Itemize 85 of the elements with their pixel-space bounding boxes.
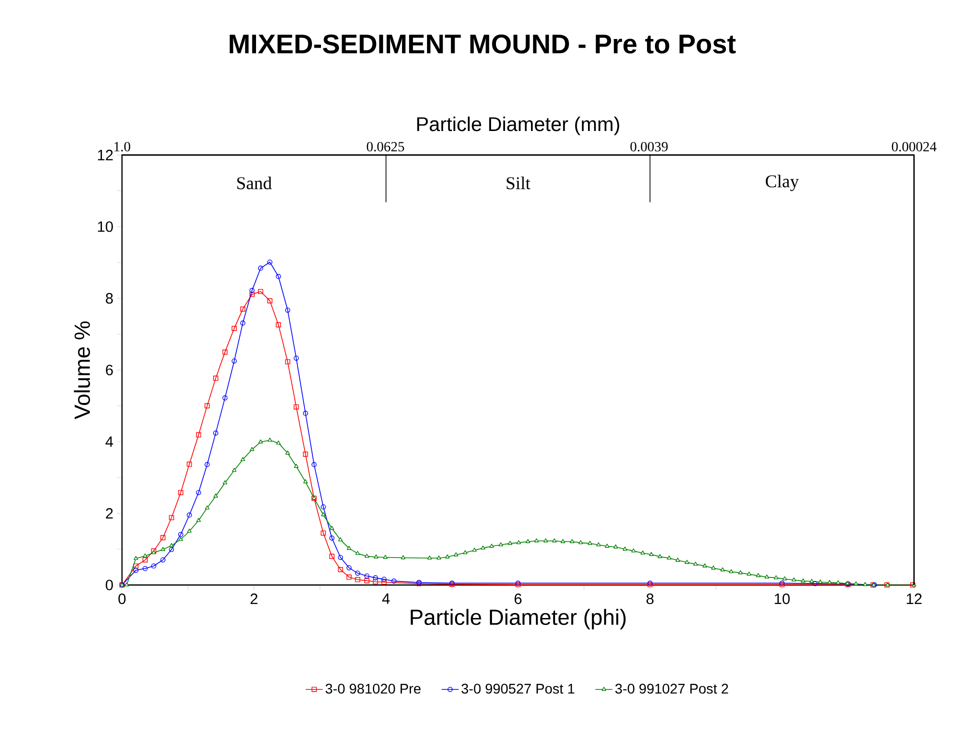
y-axis-title: Volume % — [74, 321, 90, 420]
x2-tick-label: 0.00024 — [892, 142, 936, 152]
point — [381, 580, 387, 585]
point — [329, 535, 334, 541]
point — [258, 288, 264, 294]
y-tick-label: 10 — [98, 221, 113, 232]
point — [355, 570, 360, 576]
point — [285, 308, 290, 313]
point — [133, 568, 138, 573]
point — [285, 359, 290, 364]
point — [391, 578, 396, 584]
point — [204, 403, 210, 408]
point — [160, 535, 166, 540]
point — [142, 566, 148, 572]
x2-tick-label: 0.0039 — [630, 142, 668, 152]
point — [151, 563, 156, 569]
point — [240, 306, 246, 312]
point — [186, 512, 192, 518]
y-tick-label: 12 — [98, 150, 113, 160]
chart-title: MIXED-SEDIMENT MOUND - Pre to Post — [230, 34, 736, 54]
point — [364, 578, 370, 584]
point — [276, 274, 281, 280]
x-axis-title: Particle Diameter (phi) — [410, 608, 626, 630]
point — [160, 557, 166, 562]
point — [196, 490, 202, 496]
point — [320, 530, 326, 536]
point — [232, 326, 237, 331]
point — [355, 577, 360, 582]
point — [372, 575, 378, 580]
annotation: Silt — [506, 176, 530, 190]
point — [240, 320, 246, 326]
x-tick-label: 4 — [382, 594, 390, 604]
x-tick-label: 10 — [774, 594, 790, 604]
point — [302, 452, 308, 457]
point — [222, 395, 228, 400]
legend-label: 3-0 991027 Post 2 — [615, 684, 728, 694]
point — [222, 350, 228, 355]
point — [133, 563, 138, 569]
annotation: Sand — [237, 176, 272, 190]
point — [338, 554, 344, 560]
point — [186, 462, 192, 467]
point — [329, 554, 334, 559]
point — [312, 462, 317, 468]
point — [168, 546, 174, 552]
point — [178, 490, 184, 496]
point — [267, 298, 272, 304]
x-tick-label: 6 — [514, 594, 522, 604]
point — [294, 356, 299, 361]
point — [320, 504, 326, 510]
x2-tick-label: 1.0 — [114, 142, 130, 152]
point — [364, 573, 370, 579]
point — [346, 565, 352, 570]
legend-label: 3-0 981020 Pre — [326, 684, 421, 694]
x-tick-label: 8 — [646, 594, 654, 604]
x2-tick-label: 0.0625 — [366, 142, 404, 152]
point — [204, 462, 210, 468]
point — [196, 432, 202, 438]
point — [249, 288, 255, 293]
x-tick-label: 12 — [906, 594, 922, 604]
point — [302, 410, 308, 416]
x-tick-label: 0 — [118, 594, 126, 604]
point — [258, 266, 264, 271]
x2-axis-title: Particle Diameter (mm) — [417, 116, 620, 136]
point — [168, 515, 174, 520]
point — [213, 430, 218, 436]
legend-label: 3-0 990527 Post 1 — [462, 684, 574, 694]
point — [267, 260, 272, 265]
y-tick-label: 8 — [106, 293, 113, 304]
point — [294, 404, 299, 410]
point — [142, 557, 148, 562]
x-tick-label: 2 — [250, 594, 258, 604]
point — [213, 376, 218, 381]
point — [372, 579, 378, 584]
y-tick-label: 0 — [106, 580, 113, 590]
point — [812, 581, 818, 586]
point — [338, 567, 344, 572]
y-tick-label: 6 — [106, 364, 113, 376]
point — [178, 532, 184, 538]
point — [232, 358, 237, 364]
point — [276, 322, 281, 328]
point — [381, 576, 387, 582]
y-tick-label: 4 — [106, 436, 114, 447]
annotation: Clay — [766, 174, 799, 192]
y-tick-label: 2 — [106, 508, 113, 519]
point — [346, 574, 352, 580]
